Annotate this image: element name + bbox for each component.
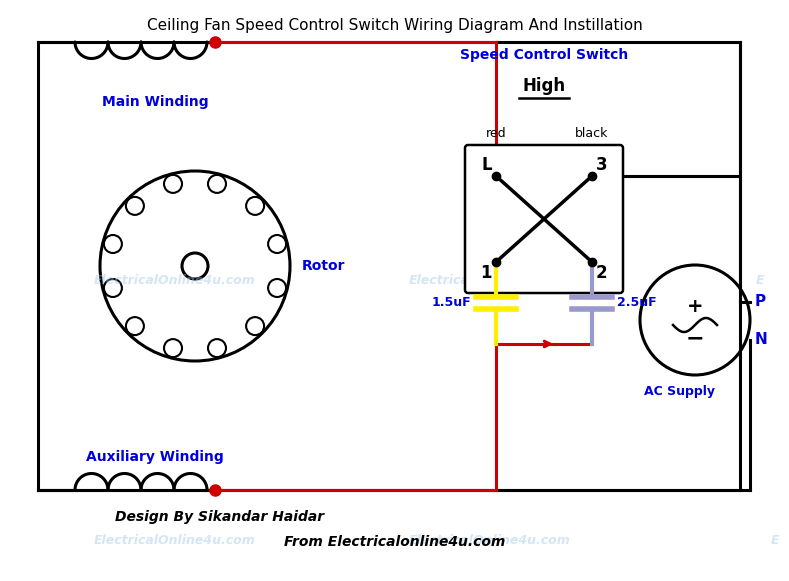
Text: ElectricalOnline4u.com: ElectricalOnline4u.com — [94, 533, 256, 547]
Text: Ceiling Fan Speed Control Switch Wiring Diagram And Instillation: Ceiling Fan Speed Control Switch Wiring … — [147, 18, 642, 33]
Text: High: High — [522, 77, 566, 95]
Text: 1.5uF: 1.5uF — [432, 296, 471, 310]
Text: 2.5uF: 2.5uF — [617, 296, 656, 310]
FancyBboxPatch shape — [465, 145, 623, 293]
Text: +: + — [686, 296, 703, 315]
Text: 3: 3 — [596, 156, 608, 174]
Text: N: N — [755, 332, 768, 347]
Text: ElectricalOnline4u.com: ElectricalOnline4u.com — [409, 274, 571, 286]
Text: P: P — [755, 295, 766, 310]
Text: Main Winding: Main Winding — [102, 95, 208, 109]
Text: L: L — [481, 156, 492, 174]
Text: AC Supply: AC Supply — [645, 385, 716, 398]
Text: −: − — [686, 328, 705, 348]
Text: ElectricalOnline4u.com: ElectricalOnline4u.com — [409, 533, 571, 547]
Text: 1: 1 — [481, 264, 492, 282]
Text: 2: 2 — [596, 264, 608, 282]
Text: Rotor: Rotor — [302, 259, 346, 273]
Text: black: black — [575, 127, 608, 140]
Text: Auxiliary Winding: Auxiliary Winding — [86, 450, 224, 464]
Text: red: red — [486, 127, 507, 140]
Text: E: E — [771, 533, 780, 547]
Text: Design By Sikandar Haidar: Design By Sikandar Haidar — [115, 510, 324, 524]
Text: ElectricalOnline4u.com: ElectricalOnline4u.com — [94, 274, 256, 286]
Text: From Electricalonline4u.com: From Electricalonline4u.com — [284, 535, 506, 549]
Text: Speed Control Switch: Speed Control Switch — [460, 48, 628, 62]
Text: E: E — [756, 274, 765, 286]
